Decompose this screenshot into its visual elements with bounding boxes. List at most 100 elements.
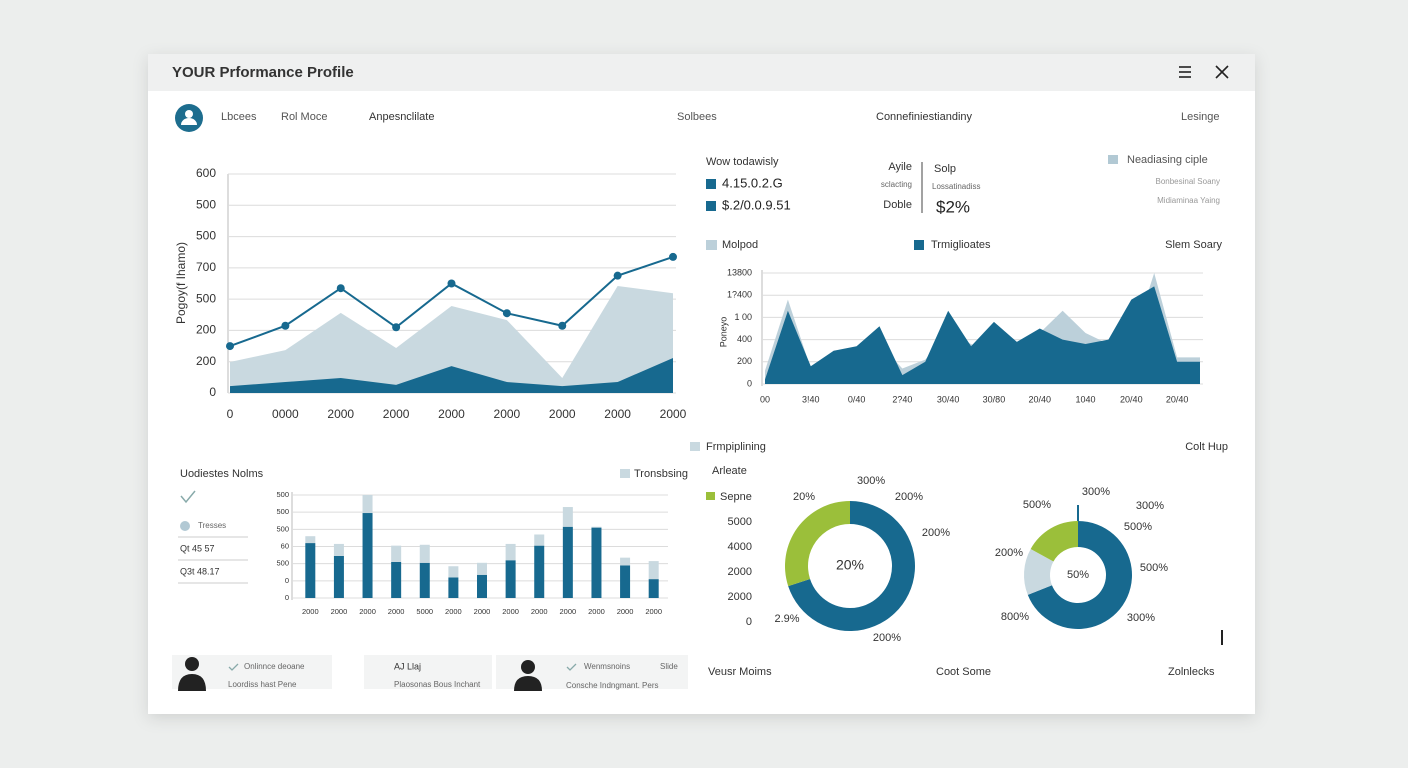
y-tick-label: 400 [737,334,752,344]
nav-item[interactable]: Solbees [677,111,717,123]
legend-swatch [706,492,715,500]
point [392,323,401,332]
bar-segment [391,561,402,598]
y-tick-label: 13800 [727,267,752,277]
legend-swatch [620,469,630,478]
card-text: Plaosonas Bous Inchant [394,680,481,689]
list-item: Q3t 48.17 [180,566,220,576]
nav-item[interactable]: Lesinge [1181,111,1220,123]
nav-item[interactable]: Rol Moce [281,111,327,123]
summary-label: sclacting [881,180,912,189]
y-tick-label: 0 [285,593,289,602]
x-tick-label: 5000 [416,607,433,616]
list-item: Qt 45 57 [180,543,215,553]
legend-label: Frmpiplining [706,441,766,453]
x-tick-label: 2000 [560,607,577,616]
area [230,357,673,393]
card-text: Consche Indngmant. Pers [566,681,659,690]
bar-segment [648,561,659,580]
area [230,286,673,393]
x-tick-label: 3!40 [802,394,820,404]
annotation: 300% [857,475,885,487]
nav-item[interactable]: Lbcees [221,111,257,123]
close-button[interactable] [1215,65,1229,79]
legend-label: Arleate [712,465,747,477]
nav-item[interactable]: Connefiniestiandiny [876,111,973,123]
x-tick-label: 2000 [617,607,634,616]
chart-title: Colt Hup [1185,441,1228,453]
annotation: 500% [1140,562,1168,574]
point [336,284,345,293]
bar-segment [391,545,402,562]
check-icon [566,663,577,671]
x-tick-label: 20/40 [1120,394,1143,404]
x-tick-label: 2000 [549,407,576,421]
x-tick-label: 2000 [604,407,631,421]
x-tick-label: 00 [760,394,770,404]
y-tick-label: 700 [196,260,216,274]
y-tick-label: 500 [276,524,289,533]
x-tick-label: 2000 [494,407,521,421]
menu-button[interactable] [1179,66,1191,78]
x-tick-label: 0 [227,407,234,421]
x-tick-label: 2000 [327,407,354,421]
footer-item: Zolnlecks [1168,666,1215,678]
bar-segment [505,543,516,561]
side-label: 4000 [728,541,752,553]
y-axis-label: Poneyo [718,317,728,348]
annotation: 300% [1082,486,1110,498]
summary-label: Solp [934,163,956,175]
point [669,252,677,261]
y-tick-label: 200 [737,356,752,366]
summary-label: Lossatinadiss [932,182,980,191]
annotation: 200% [995,547,1023,559]
y-tick-label: 0 [747,378,752,388]
bar-segment [477,562,487,575]
summary-item: $.2/0.0.9.51 [722,197,791,212]
bar-segment [620,565,631,598]
point [502,309,511,318]
donut-segment [1030,521,1078,562]
x-tick-label: 2000 [660,407,687,421]
point [558,321,567,330]
x-tick-label: 2000 [383,407,410,421]
bar-segment [562,526,573,598]
nav-item[interactable]: Anpesnclilate [369,111,434,123]
card[interactable] [364,655,492,689]
person-icon [178,657,206,691]
y-tick-label: 500 [276,507,289,516]
list-item: Tresses [198,521,226,530]
donut-segment [788,501,916,631]
bar-segment [419,562,430,598]
chart-title: Slem Soary [1165,239,1222,251]
card-text: Onlinnce deoane [244,662,305,671]
x-tick-label: 2000 [502,607,519,616]
footer-item: Coot Some [936,666,991,678]
bar-segment [333,543,344,556]
area [765,286,1200,384]
donut-center-label: 20% [836,557,864,573]
annotation: 200% [873,632,901,644]
chart-title: Uodiestes Nolms [180,468,264,480]
x-tick-label: 20/40 [1166,394,1189,404]
dot [180,521,190,531]
card-text: AJ Llaj [394,661,421,671]
check-icon [180,490,196,504]
annotation: 300% [1127,612,1155,624]
y-tick-label: 500 [196,291,216,305]
y-tick-label: 1 00 [734,312,752,322]
donut-segment [1027,521,1133,630]
card-text: Loordiss hast Pene [228,680,297,689]
y-tick-label: 500 [276,490,289,499]
y-tick-label: 1?400 [727,290,752,300]
avatar[interactable] [175,104,203,132]
point [281,321,290,330]
x-tick-label: 1040 [1076,394,1096,404]
window-title: YOUR Prformance Profile [172,64,354,81]
y-tick-label: 600 [196,166,216,180]
x-tick-label: 30/80 [983,394,1006,404]
donut-segment [785,501,850,587]
legend-label: Molpod [722,239,758,251]
card-text: Slide [660,662,678,671]
annotation: 500% [1124,521,1152,533]
